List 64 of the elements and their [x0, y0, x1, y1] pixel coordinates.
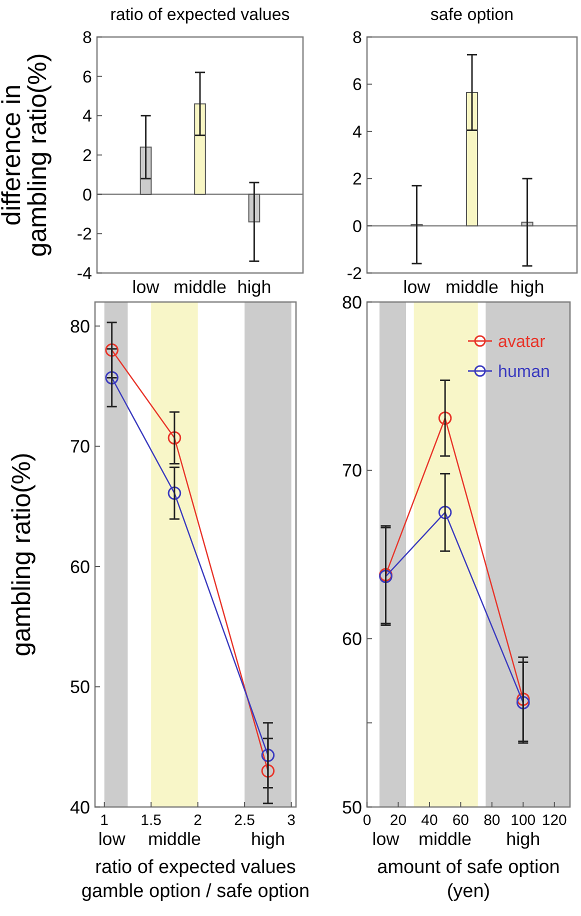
- point: [168, 486, 182, 500]
- y-tick-label: 8: [352, 28, 362, 47]
- x-tick-label: 100: [510, 812, 536, 829]
- bar: [466, 92, 478, 226]
- point: [261, 748, 275, 762]
- x-axis-title: ratio of expected values gamble option / safe option: [81, 857, 310, 902]
- x-tick-label: 20: [390, 812, 407, 829]
- x-tick-label: middle: [445, 277, 499, 297]
- x-tick-label: 40: [421, 812, 438, 829]
- text: middle: [148, 829, 201, 849]
- y-tick-label: 60: [70, 556, 90, 577]
- point: [105, 343, 118, 357]
- x-tick-label: 2.5: [234, 812, 256, 829]
- y-tick-label: 2: [82, 146, 92, 165]
- x-tick-label: 80: [484, 812, 500, 829]
- y-tick-label: 80: [70, 316, 90, 336]
- point: [438, 506, 452, 520]
- y-tick-label: -4: [76, 264, 92, 283]
- x-tick-label: 3: [287, 812, 296, 829]
- text: middle: [418, 829, 472, 849]
- x-tick-label: 1: [100, 812, 109, 829]
- y-tick-label: 80: [342, 292, 362, 312]
- x-axis-title: amount of safe option (yen): [377, 857, 560, 902]
- point: [105, 371, 118, 384]
- text: high: [506, 829, 540, 849]
- point: [516, 696, 530, 710]
- y-tick-label: -2: [346, 264, 362, 283]
- y-tick-label: 0: [352, 216, 362, 236]
- x-tick-label: high: [510, 277, 544, 297]
- y-tick-label: 60: [342, 628, 362, 649]
- point: [168, 431, 182, 445]
- text: low: [372, 829, 400, 849]
- x-tick-label: 2: [194, 812, 202, 829]
- x-tick-label: 120: [542, 812, 567, 829]
- y-axis-title: gambling ratio(%): [6, 452, 36, 656]
- point: [516, 692, 530, 706]
- y-tick-label: 4: [352, 122, 362, 142]
- y-tick-label: 2: [352, 170, 362, 189]
- bar: [194, 103, 206, 195]
- text: high: [250, 829, 285, 849]
- y-tick-label: 50: [342, 797, 362, 818]
- point: [261, 764, 275, 778]
- x-tick-label: low: [403, 277, 432, 297]
- x-tick-label: middle: [173, 277, 227, 297]
- y-tick-label: 6: [352, 75, 362, 94]
- legend-label: avatar: [498, 332, 546, 351]
- point: [438, 411, 452, 425]
- y-tick-label: 8: [82, 28, 92, 47]
- legend-label: human: [498, 362, 550, 381]
- x-tick-label: low: [132, 277, 160, 297]
- x-tick-label: high: [237, 277, 272, 297]
- chart-title: ratio of expected values: [110, 5, 290, 24]
- text: low: [98, 829, 126, 849]
- chart-title: safe option: [430, 5, 514, 24]
- y-tick-label: 0: [82, 185, 92, 204]
- y-tick-label: 70: [342, 460, 362, 481]
- y-tick-label: -2: [76, 224, 92, 244]
- x-tick-label: 1.5: [140, 812, 162, 829]
- y-tick-label: 70: [70, 436, 90, 457]
- y-tick-label: 4: [82, 106, 92, 126]
- y-tick-label: 50: [70, 677, 90, 698]
- y-tick-label: 6: [82, 67, 92, 86]
- x-tick-label: 60: [452, 812, 470, 829]
- y-axis-title: difference in gambling ratio(%): [0, 53, 52, 257]
